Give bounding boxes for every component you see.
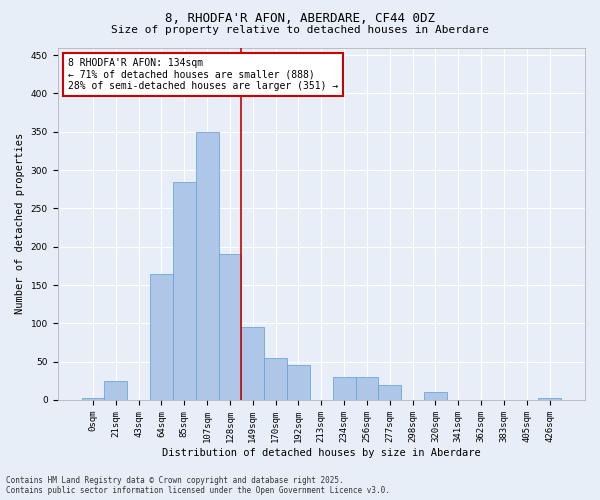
Bar bbox=[196, 132, 218, 400]
Text: 8 RHODFA'R AFON: 134sqm
← 71% of detached houses are smaller (888)
28% of semi-d: 8 RHODFA'R AFON: 134sqm ← 71% of detache… bbox=[68, 58, 338, 92]
Text: Contains HM Land Registry data © Crown copyright and database right 2025.
Contai: Contains HM Land Registry data © Crown c… bbox=[6, 476, 390, 495]
Bar bbox=[287, 366, 310, 400]
Y-axis label: Number of detached properties: Number of detached properties bbox=[15, 133, 25, 314]
Bar bbox=[218, 254, 241, 400]
Bar bbox=[264, 358, 287, 400]
Bar bbox=[82, 398, 104, 400]
Bar bbox=[356, 377, 379, 400]
Bar bbox=[241, 327, 264, 400]
Bar bbox=[379, 384, 401, 400]
Bar bbox=[332, 377, 356, 400]
Text: Size of property relative to detached houses in Aberdare: Size of property relative to detached ho… bbox=[111, 25, 489, 35]
Text: 8, RHODFA'R AFON, ABERDARE, CF44 0DZ: 8, RHODFA'R AFON, ABERDARE, CF44 0DZ bbox=[165, 12, 435, 26]
X-axis label: Distribution of detached houses by size in Aberdare: Distribution of detached houses by size … bbox=[162, 448, 481, 458]
Bar bbox=[104, 381, 127, 400]
Bar bbox=[424, 392, 447, 400]
Bar bbox=[150, 274, 173, 400]
Bar bbox=[538, 398, 561, 400]
Bar bbox=[173, 182, 196, 400]
